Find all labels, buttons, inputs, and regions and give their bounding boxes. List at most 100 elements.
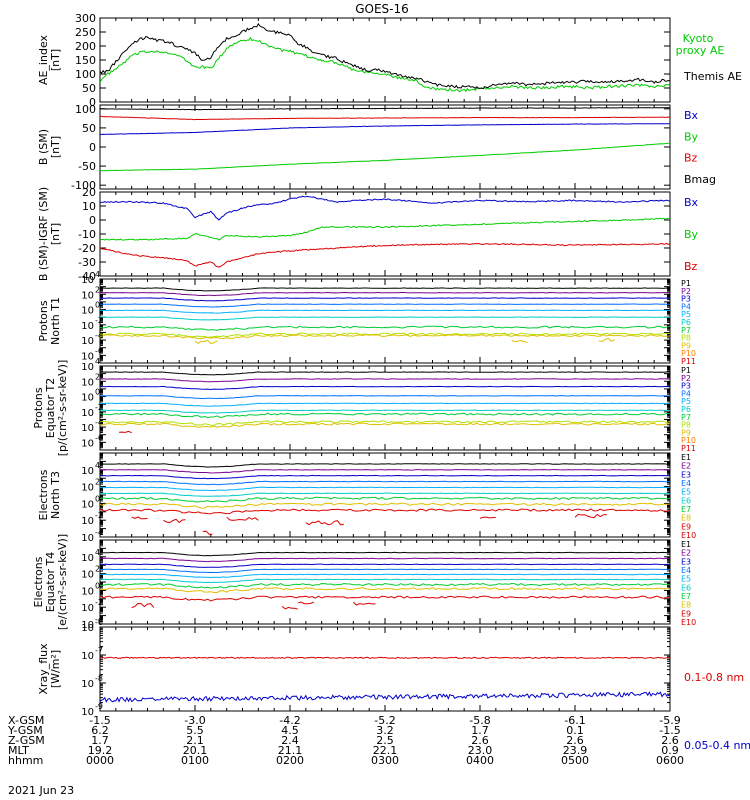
legend-label: proxy AE (676, 44, 725, 57)
level-P9 (100, 422, 670, 428)
y-tick-label: 250 (75, 26, 96, 39)
y-tick-label: 10 (81, 438, 94, 449)
data-segment (281, 606, 299, 610)
time-axis-cell: 0000 (86, 754, 114, 767)
data-segment (598, 337, 615, 343)
legend-label: P4 (681, 302, 691, 311)
y-tick-label: 20 (82, 186, 96, 199)
level-P7 (100, 412, 670, 419)
series-bmag (100, 107, 670, 111)
plot-area (100, 463, 670, 535)
level-P3 (100, 297, 670, 302)
legend-label: 0.1-0.8 nm (684, 671, 744, 684)
y-tick-exponent: -4 (95, 331, 103, 340)
level-E3 (100, 563, 670, 568)
plot-area (100, 22, 670, 93)
time-axis-cell: 6.2 (91, 724, 109, 737)
data-segment (131, 516, 148, 520)
time-axis-cell: -5.9 (659, 714, 680, 727)
y-axis-label: [nT] (49, 223, 62, 245)
y-axis-label: Electrons (37, 469, 50, 520)
time-axis-row-label: Z-GSM (8, 734, 45, 747)
level-E6 (100, 492, 670, 497)
legend-label: E5 (681, 575, 691, 584)
legend-label: E2 (681, 462, 691, 471)
level-P1 (100, 371, 670, 376)
level-P7 (100, 325, 670, 331)
y-axis-label: Equator T4 (44, 552, 57, 612)
time-axis-cell: -6.1 (564, 714, 585, 727)
data-segment (202, 530, 213, 535)
y-axis-label: [e/(cm²-s-sr-keV)] (56, 534, 69, 630)
series-by (100, 142, 670, 172)
y-tick-exponent: -4 (95, 418, 103, 427)
legend-label: E5 (681, 488, 691, 497)
y-tick-label: 10 (81, 423, 94, 434)
time-axis-cell: 0400 (466, 754, 494, 767)
y-tick-label: 10 (81, 393, 94, 404)
legend-label: E10 (681, 618, 696, 627)
data-segment (479, 516, 496, 519)
legend-label: Bmag (684, 173, 716, 186)
panel-frame (99, 278, 671, 364)
legend-label: E1 (681, 453, 691, 462)
legend-label: P6 (681, 405, 691, 414)
y-tick-label: 10 (81, 377, 94, 388)
series-bz (100, 115, 670, 121)
y-tick-exponent: -4 (95, 615, 103, 624)
legend-label: P3 (681, 295, 691, 304)
legend-label: P8 (681, 421, 691, 430)
legend-label: P3 (681, 382, 691, 391)
legend-label: P2 (681, 374, 691, 383)
time-axis-cell: 22.1 (373, 744, 398, 757)
y-tick-label: -20 (78, 242, 96, 255)
data-segment (226, 516, 259, 521)
y-axis-label: B (SM)-IGRF (SM) (37, 187, 50, 281)
time-axis-cell: 4.5 (281, 724, 299, 737)
y-tick-label: 10 (81, 586, 94, 597)
y-tick-label: 10 (81, 707, 94, 718)
data-segment (574, 513, 607, 519)
time-axis-cell: -1.5 (89, 714, 110, 727)
y-tick-label: 10 (81, 620, 94, 631)
data-segment (131, 602, 155, 609)
level-E1 (100, 463, 670, 468)
y-tick-label: 10 (81, 321, 94, 332)
y-tick-label: 10 (81, 651, 94, 662)
y-tick-label: 100 (75, 68, 96, 81)
y-tick-exponent: -9 (95, 702, 103, 711)
y-axis-label: [nT] (49, 49, 62, 71)
y-tick-label: 300 (75, 12, 96, 25)
time-axis-cell: 3.2 (376, 724, 394, 737)
level-E5 (100, 486, 670, 491)
time-axis-cell: 0300 (371, 754, 399, 767)
y-tick-label: 10 (81, 623, 94, 634)
level-P6 (100, 316, 670, 321)
y-tick-exponent: 0 (95, 581, 100, 590)
legend-label: P1 (681, 366, 691, 375)
y-tick-exponent: -6 (95, 618, 103, 627)
legend-label: P4 (681, 389, 691, 398)
legend-label: E6 (681, 496, 691, 505)
time-axis-cell: 0600 (656, 754, 684, 767)
level-E7 (100, 582, 670, 589)
legend-label: E9 (681, 609, 691, 618)
plot-area (100, 656, 670, 703)
y-tick-label: 50 (82, 82, 96, 95)
y-tick-exponent: -2 (95, 598, 103, 607)
y-axis-label: Electrons (32, 556, 45, 607)
level-P9 (100, 334, 670, 340)
legend-label: E3 (681, 557, 691, 566)
y-tick-label: 10 (81, 275, 94, 286)
legend-label: E3 (681, 470, 691, 479)
legend-label: P10 (681, 349, 696, 358)
level-E4 (100, 480, 670, 486)
level-P1 (100, 287, 670, 292)
y-tick-exponent: -2 (95, 403, 103, 412)
y-tick-exponent: -2 (95, 316, 103, 325)
level-E7 (100, 496, 670, 503)
